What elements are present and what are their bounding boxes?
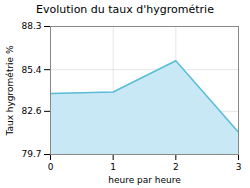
svg-text:Taux hygrométrie %: Taux hygrométrie % xyxy=(5,45,15,137)
svg-text:88.3: 88.3 xyxy=(21,21,41,31)
svg-text:heure par heure: heure par heure xyxy=(108,175,181,185)
svg-text:0: 0 xyxy=(48,162,54,172)
svg-text:85.4: 85.4 xyxy=(21,65,41,75)
svg-text:2: 2 xyxy=(173,162,179,172)
svg-text:1: 1 xyxy=(110,162,116,172)
svg-text:82.6: 82.6 xyxy=(21,106,41,116)
svg-text:3: 3 xyxy=(236,162,242,172)
svg-text:79.7: 79.7 xyxy=(21,149,41,159)
html-text:Evolution du taux d'hygrométri: Evolution du taux d'hygrométrie xyxy=(36,3,214,16)
